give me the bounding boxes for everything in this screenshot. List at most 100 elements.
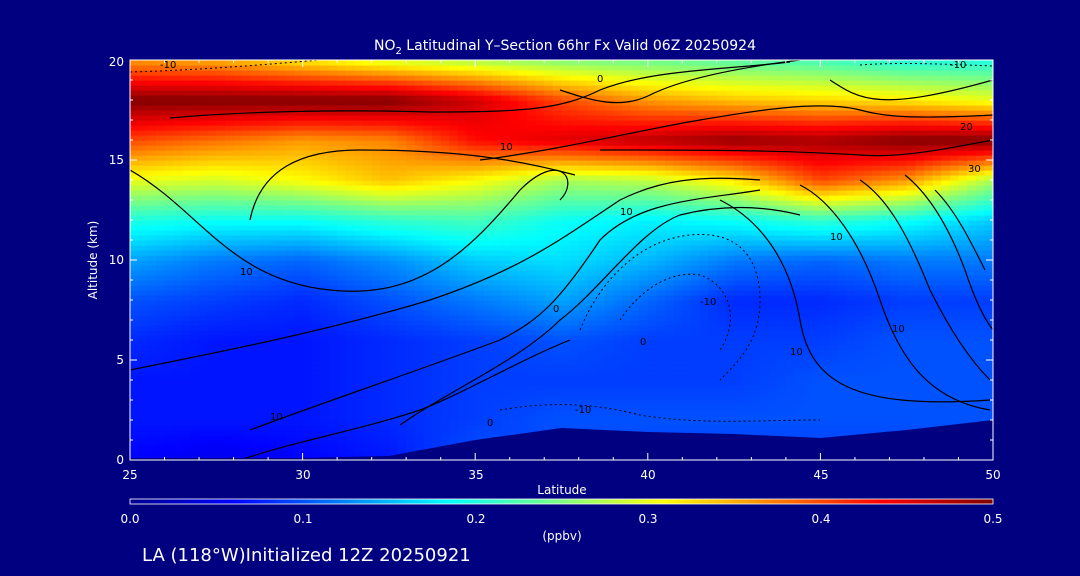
heatmap-cell: [587, 270, 597, 276]
heatmap-cell: [138, 395, 148, 401]
heatmap-cell: [725, 290, 735, 296]
heatmap-cell: [354, 255, 364, 261]
heatmap-cell: [958, 240, 968, 246]
heatmap-cell: [734, 250, 744, 256]
heatmap-cell: [130, 260, 140, 266]
heatmap-cell: [794, 420, 804, 426]
heatmap-cell: [535, 290, 545, 296]
heatmap-cell: [863, 365, 873, 371]
heatmap-cell: [130, 395, 140, 401]
heatmap-cell: [829, 330, 839, 336]
heatmap-cell: [708, 430, 718, 436]
heatmap-cell: [268, 415, 278, 421]
heatmap-cell: [406, 290, 416, 296]
heatmap-cell: [880, 415, 891, 421]
heatmap-cell: [984, 295, 993, 301]
heatmap-cell: [501, 250, 511, 256]
heatmap-cell: [768, 260, 778, 266]
heatmap-cell: [207, 305, 217, 311]
heatmap-cell: [130, 215, 140, 221]
heatmap-cell: [526, 295, 537, 301]
heatmap-cell: [250, 360, 261, 366]
heatmap-cell: [181, 255, 192, 261]
heatmap-cell: [319, 350, 330, 356]
heatmap-cell: [699, 385, 709, 391]
heatmap-cell: [613, 255, 623, 261]
heatmap-cell: [604, 320, 614, 326]
heatmap-cell: [216, 220, 226, 226]
heatmap-cell: [682, 295, 692, 301]
heatmap-cell: [941, 340, 951, 346]
heatmap-cell: [406, 350, 416, 356]
heatmap-cell: [414, 265, 425, 271]
heatmap-cell: [190, 435, 200, 441]
heatmap-cell: [285, 405, 295, 411]
heatmap-cell: [207, 385, 217, 391]
heatmap-cell: [388, 225, 399, 231]
heatmap-cell: [604, 385, 614, 391]
heatmap-cell: [699, 350, 709, 356]
heatmap-cell: [345, 440, 355, 446]
heatmap-cell: [639, 415, 649, 421]
heatmap-cell: [164, 410, 174, 416]
heatmap-cell: [647, 245, 658, 251]
heatmap-cell: [354, 395, 364, 401]
heatmap-cell: [518, 300, 528, 306]
heatmap-cell: [509, 215, 519, 221]
heatmap-cell: [570, 355, 580, 361]
heatmap-cell: [673, 255, 683, 261]
heatmap-cell: [898, 270, 908, 276]
heatmap-cell: [535, 385, 545, 391]
heatmap-cell: [371, 215, 381, 221]
heatmap-cell: [958, 215, 968, 221]
heatmap-cell: [759, 305, 770, 311]
heatmap-cell: [690, 290, 701, 296]
heatmap-cell: [794, 375, 804, 381]
heatmap-cell: [302, 395, 312, 401]
heatmap-cell: [388, 445, 399, 451]
heatmap-cell: [639, 295, 649, 301]
heatmap-cell: [190, 270, 200, 276]
heatmap-cell: [570, 400, 580, 406]
heatmap-cell: [414, 270, 425, 276]
heatmap-cell: [647, 425, 658, 431]
heatmap-cell: [725, 405, 735, 411]
heatmap-cell: [457, 250, 468, 256]
heatmap-cell: [889, 270, 899, 276]
heatmap-cell: [621, 415, 632, 421]
heatmap-cell: [552, 310, 563, 316]
heatmap-cell: [803, 365, 813, 371]
heatmap-cell: [854, 345, 865, 351]
heatmap-cell: [803, 250, 813, 256]
heatmap-cell: [716, 430, 727, 436]
heatmap-cell: [889, 335, 899, 341]
heatmap-cell: [811, 230, 821, 236]
heatmap-cell: [872, 410, 882, 416]
heatmap-cell: [423, 310, 433, 316]
heatmap-cell: [164, 285, 174, 291]
heatmap-cell: [673, 350, 683, 356]
heatmap-cell: [250, 350, 261, 356]
heatmap-cell: [699, 225, 709, 231]
heatmap-cell: [984, 400, 993, 406]
heatmap-cell: [190, 405, 200, 411]
heatmap-cell: [621, 225, 632, 231]
heatmap-cell: [708, 375, 718, 381]
heatmap-cell: [803, 395, 813, 401]
heatmap-cell: [759, 350, 770, 356]
heatmap-cell: [777, 350, 787, 356]
heatmap-cell: [501, 415, 511, 421]
heatmap-cell: [363, 445, 373, 451]
heatmap-cell: [768, 305, 778, 311]
heatmap-cell: [975, 250, 985, 256]
heatmap-cell: [975, 370, 985, 376]
heatmap-cell: [147, 310, 157, 316]
heatmap-cell: [311, 390, 321, 396]
heatmap-cell: [708, 300, 718, 306]
heatmap-cell: [915, 270, 925, 276]
heatmap-cell: [199, 265, 209, 271]
heatmap-cell: [414, 225, 425, 231]
heatmap-cell: [742, 400, 752, 406]
heatmap-cell: [725, 350, 735, 356]
heatmap-cell: [682, 225, 692, 231]
